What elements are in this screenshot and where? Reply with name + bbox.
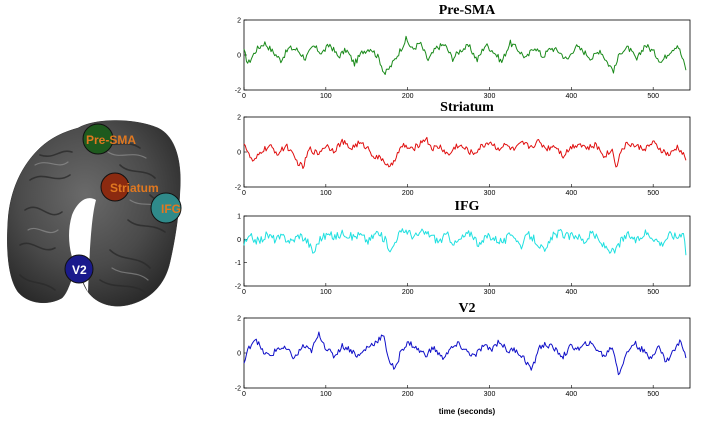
chart-frame-0 — [243, 19, 691, 91]
y-tick-label-1-1: 0 — [237, 150, 241, 157]
x-tick-label-2-4: 400 — [565, 289, 577, 296]
y-tick-label-3-1: 0 — [237, 351, 241, 358]
x-tick-label-3-4: 400 — [565, 391, 577, 398]
x-tick-label-0-4: 400 — [565, 93, 577, 100]
x-tick-label-1-0: 0 — [242, 190, 246, 197]
x-tick-label-2-2: 200 — [402, 289, 414, 296]
series-line-3 — [243, 331, 687, 376]
chart-frame-3 — [243, 317, 691, 389]
roi-label-pre-sma: Pre-SMA — [86, 133, 136, 147]
y-tick-label-0-1: 0 — [237, 53, 241, 60]
x-tick-label-2-0: 0 — [242, 289, 246, 296]
y-tick-label-3-2: -2 — [235, 386, 241, 393]
y-tick-label-2-2: -1 — [235, 260, 241, 267]
y-tick-label-1-2: -2 — [235, 185, 241, 192]
x-tick-label-1-3: 300 — [484, 190, 496, 197]
roi-pre-sma: Pre-SMA — [82, 123, 136, 155]
x-tick-label-3-3: 300 — [484, 391, 496, 398]
y-tick-label-2-0: 1 — [237, 214, 241, 221]
y-tick-label-0-2: -2 — [235, 88, 241, 95]
x-tick-label-0-0: 0 — [242, 93, 246, 100]
chart-title-1: Striatum — [440, 100, 494, 115]
chart-frame-1 — [243, 116, 691, 188]
x-tick-label-2-3: 300 — [484, 289, 496, 296]
y-tick-label-0-0: 2 — [237, 18, 241, 25]
y-tick-label-2-1: 0 — [237, 237, 241, 244]
roi-label-ifg: IFG — [161, 202, 181, 216]
y-tick-label-1-0: 2 — [237, 115, 241, 122]
brain-notch — [69, 198, 96, 292]
x-axis-label: time (seconds) — [439, 407, 496, 416]
y-tick-label-3-0: 2 — [237, 316, 241, 323]
x-tick-label-3-5: 500 — [647, 391, 659, 398]
roi-label-striatum: Striatum — [110, 181, 159, 195]
roi-striatum: Striatum — [100, 172, 159, 202]
x-tick-label-0-1: 100 — [320, 93, 332, 100]
x-tick-label-1-1: 100 — [320, 190, 332, 197]
x-tick-label-3-1: 100 — [320, 391, 332, 398]
roi-label-v2: V2 — [72, 263, 87, 277]
series-line-2 — [243, 228, 687, 256]
x-tick-label-1-5: 500 — [647, 190, 659, 197]
chart-title-2: IFG — [455, 199, 480, 214]
x-tick-label-3-0: 0 — [242, 391, 246, 398]
chart-frame-2 — [243, 215, 691, 287]
x-tick-label-1-2: 200 — [402, 190, 414, 197]
series-line-1 — [243, 136, 687, 170]
y-tick-label-2-3: -2 — [235, 284, 241, 291]
brain-rendering: Pre-SMA Striatum IFG V2 — [7, 120, 182, 307]
x-tick-label-1-4: 400 — [565, 190, 577, 197]
series-line-0 — [243, 35, 687, 76]
brain-highlights — [27, 151, 167, 281]
roi-ifg: IFG — [150, 192, 182, 224]
x-tick-label-0-3: 300 — [484, 93, 496, 100]
x-tick-label-2-1: 100 — [320, 289, 332, 296]
x-tick-label-0-2: 200 — [402, 93, 414, 100]
x-tick-label-2-5: 500 — [647, 289, 659, 296]
roi-v2: V2 — [64, 254, 94, 284]
x-tick-label-3-2: 200 — [402, 391, 414, 398]
chart-title-3: V2 — [458, 301, 475, 316]
chart-title-0: Pre-SMA — [439, 3, 496, 18]
x-tick-label-0-5: 500 — [647, 93, 659, 100]
